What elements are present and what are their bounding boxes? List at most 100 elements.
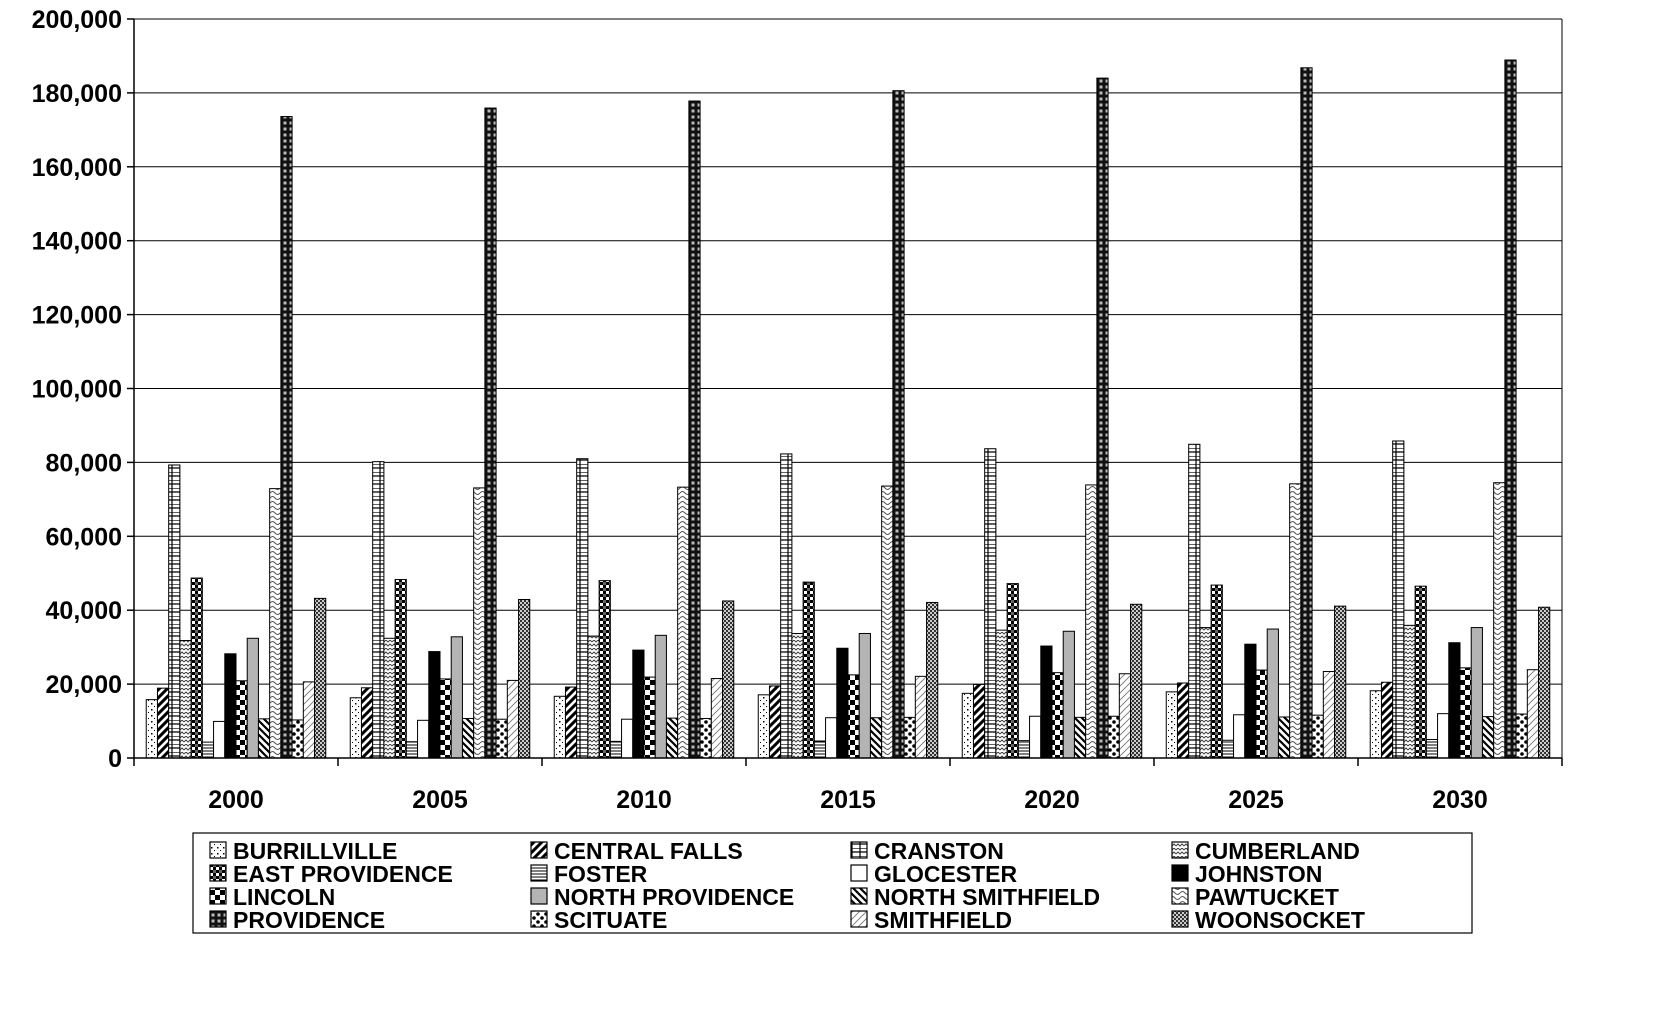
bar-north-smithfield-2005 (461, 717, 475, 759)
legend-item-cumberland: CUMBERLAND (1171, 838, 1360, 864)
bar-scituate-2015 (903, 716, 916, 759)
bar-cranston-2025 (1188, 443, 1201, 759)
bar-lincoln-2015 (847, 674, 860, 759)
bar-smithfield-2030 (1526, 669, 1540, 759)
bar-johnston-2005 (428, 651, 441, 759)
legend-box (192, 832, 1473, 934)
bar-east-providence-2000 (190, 577, 203, 759)
legend-item-scituate: SCITUATE (530, 907, 667, 933)
legend-item-pawtucket: PAWTUCKET (1171, 884, 1339, 910)
bar-johnston-2010 (632, 649, 645, 759)
legend: BURRILLVILLE CENTRAL FALLS CRANSTON CUMBERL… (192, 832, 1473, 934)
legend-label: GLOCESTER (874, 861, 1018, 887)
bar-cranston-2000 (168, 464, 181, 759)
legend-swatch (530, 887, 548, 905)
bar-north-providence-2015 (858, 632, 871, 759)
bar-johnston-2015 (836, 647, 849, 759)
bar-smithfield-2020 (1118, 673, 1132, 759)
bar-scituate-2000 (291, 719, 304, 759)
bar-cranston-2020 (984, 448, 997, 759)
legend-label: NORTH SMITHFIELD (874, 884, 1100, 910)
bar-foster-2015 (813, 740, 827, 759)
bar-lincoln-2000 (235, 680, 248, 759)
bar-central-falls-2015 (768, 685, 782, 759)
series-providence (280, 59, 1517, 759)
bar-lincoln-2020 (1051, 672, 1064, 759)
bar-cranston-2030 (1392, 440, 1405, 759)
bar-scituate-2005 (495, 718, 508, 759)
bar-foster-2030 (1425, 739, 1439, 759)
legend-swatch (850, 864, 868, 882)
legend-label: BURRILLVILLE (233, 838, 397, 864)
bar-glocester-2005 (417, 719, 430, 759)
y-tick-label: 0 (108, 745, 122, 773)
legend-label: CUMBERLAND (1195, 838, 1360, 864)
bar-smithfield-2025 (1322, 671, 1336, 759)
legend-label: PAWTUCKET (1195, 884, 1339, 910)
bar-cranston-2010 (576, 458, 589, 759)
series-east-providence (190, 577, 1427, 759)
bar-cumberland-2000 (179, 639, 192, 759)
bar-providence-2025 (1300, 67, 1313, 759)
bar-lincoln-2030 (1459, 667, 1472, 759)
legend-item-cranston: CRANSTON (850, 838, 1004, 864)
bar-glocester-2000 (213, 720, 226, 759)
bar-smithfield-2000 (302, 681, 316, 759)
bar-pawtucket-2030 (1493, 482, 1506, 759)
legend-swatch (1171, 864, 1189, 882)
legend-swatch (1171, 841, 1189, 859)
bar-north-smithfield-2025 (1277, 716, 1291, 759)
legend-item-johnston: JOHNSTON (1171, 861, 1322, 887)
bar-scituate-2010 (699, 717, 712, 759)
bar-east-providence-2025 (1210, 584, 1223, 759)
x-tick-label: 2005 (412, 786, 468, 814)
bar-glocester-2020 (1029, 715, 1042, 759)
bar-pawtucket-2005 (473, 487, 486, 759)
bar-pawtucket-2010 (677, 486, 690, 759)
bar-burrillville-2015 (757, 694, 770, 759)
bar-scituate-2020 (1107, 715, 1120, 759)
legend-swatch (209, 864, 227, 882)
bar-glocester-2015 (825, 717, 838, 759)
bar-woonsocket-2015 (926, 601, 939, 759)
legend-swatch (530, 910, 548, 928)
bar-cumberland-2020 (995, 629, 1008, 759)
bar-foster-2010 (609, 740, 623, 759)
bar-central-falls-2025 (1176, 682, 1190, 759)
y-tick-label: 80,000 (46, 449, 122, 477)
x-tick-label: 2030 (1432, 786, 1488, 814)
bar-north-smithfield-2015 (869, 717, 883, 759)
legend-label: EAST PROVIDENCE (233, 861, 453, 887)
bar-burrillville-2005 (349, 697, 362, 759)
x-tick-label: 2025 (1228, 786, 1284, 814)
legend-item-central-falls: CENTRAL FALLS (530, 838, 743, 864)
legend-label: SMITHFIELD (874, 907, 1012, 933)
legend-label: PROVIDENCE (233, 907, 385, 933)
bar-johnston-2020 (1040, 645, 1053, 759)
bar-providence-2000 (280, 116, 293, 759)
y-tick-label: 60,000 (46, 523, 122, 551)
bar-glocester-2025 (1233, 714, 1246, 759)
bar-scituate-2025 (1311, 714, 1324, 759)
y-tick-label: 200,000 (32, 6, 122, 34)
legend-swatch (209, 887, 227, 905)
legend-item-lincoln: LINCOLN (209, 884, 335, 910)
bar-pawtucket-2015 (881, 485, 894, 759)
bar-north-smithfield-2000 (257, 718, 271, 759)
bar-north-smithfield-2010 (665, 717, 679, 759)
bar-cumberland-2005 (383, 637, 396, 759)
bar-woonsocket-2005 (518, 598, 531, 759)
bar-pawtucket-2025 (1289, 483, 1302, 759)
bar-pawtucket-2020 (1085, 484, 1098, 759)
bar-providence-2030 (1504, 59, 1517, 759)
y-tick-label: 20,000 (46, 671, 122, 699)
legend-item-glocester: GLOCESTER (850, 861, 1018, 887)
legend-label: JOHNSTON (1195, 861, 1322, 887)
x-tick-label: 2015 (820, 786, 876, 814)
bar-burrillville-2010 (553, 695, 566, 759)
bar-johnston-2000 (224, 653, 237, 759)
bar-north-providence-2000 (246, 637, 259, 759)
legend-item-north-smithfield: NORTH SMITHFIELD (850, 884, 1100, 910)
bar-east-providence-2010 (598, 580, 611, 759)
bar-glocester-2030 (1437, 713, 1450, 759)
